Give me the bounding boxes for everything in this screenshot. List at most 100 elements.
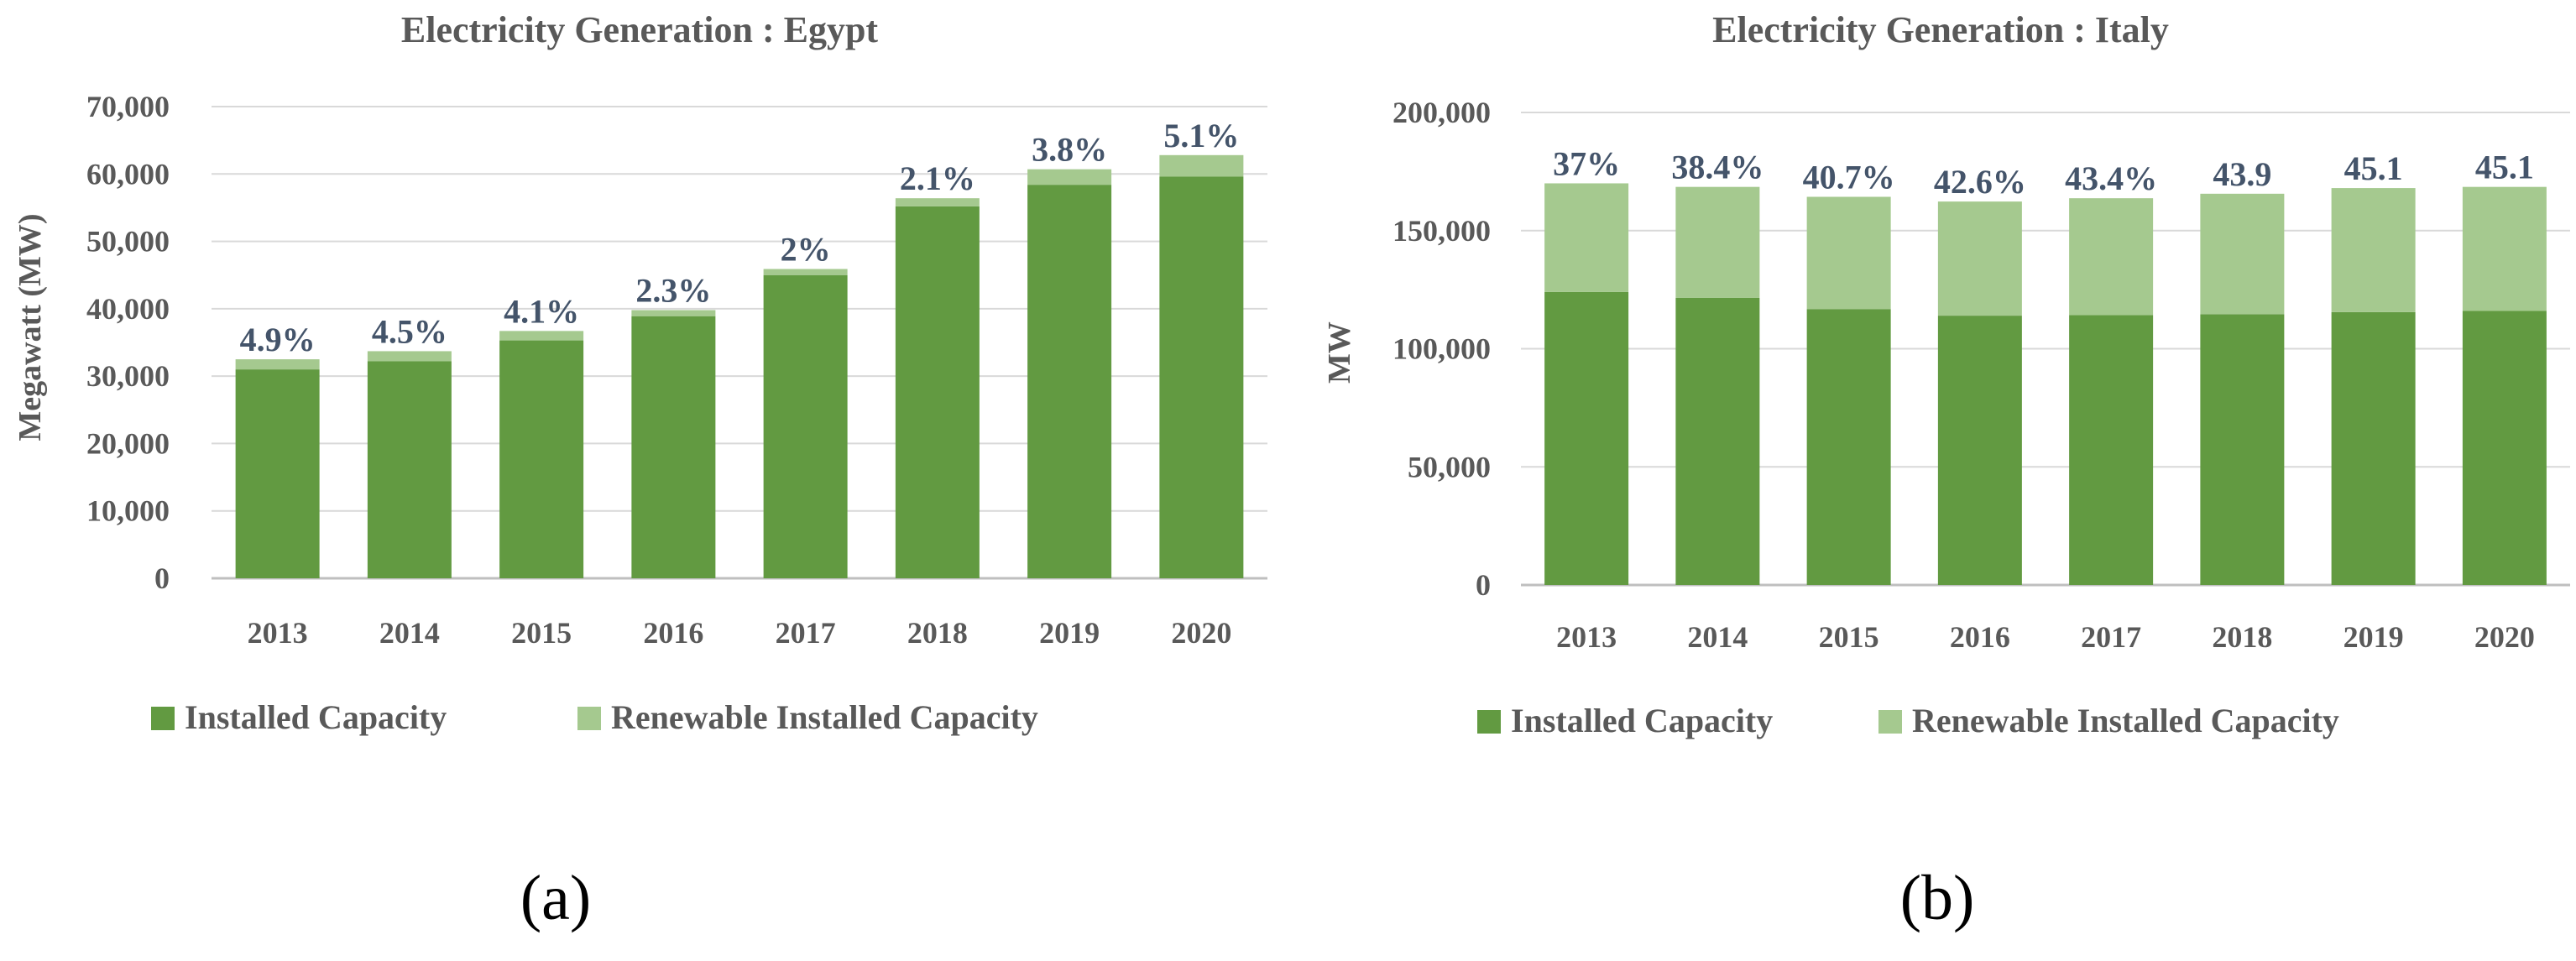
y-tick-label: 40,000 <box>86 292 170 326</box>
bar-installed-2018 <box>2200 314 2285 585</box>
x-tick-label: 2013 <box>1556 620 1617 654</box>
bar-installed-2020 <box>2462 311 2547 585</box>
y-tick-label: 10,000 <box>86 494 170 528</box>
bar-installed-2019 <box>1027 185 1112 579</box>
y-axis-label: Megawatt (MW) <box>13 213 48 441</box>
legend-swatch-installed <box>1477 710 1501 734</box>
bar-installed-2015 <box>499 340 584 578</box>
data-label-2017: 2% <box>781 230 831 268</box>
x-tick-label: 2015 <box>1819 620 1879 654</box>
data-label-2018: 2.1% <box>900 159 975 197</box>
y-tick-label: 50,000 <box>1408 450 1491 483</box>
data-label-layer: 37% 38.4% 40.7% 42.6% 43.4% 43.9 45.1 45.1 <box>1553 144 2534 201</box>
bar-renewable-2014 <box>367 351 452 362</box>
chart-title: Electricity Generation : Italy <box>1712 9 2169 50</box>
legend-label-renewable: Renewable Installed Capacity <box>1912 702 2339 739</box>
bar-renewable-2013 <box>235 359 320 370</box>
bar-installed-2018 <box>895 206 980 578</box>
y-tick-label: 0 <box>1476 568 1491 602</box>
data-label-2019: 3.8% <box>1032 131 1107 169</box>
y-tick-labels: 0 50,000 100,000 150,000 200,000 <box>1393 96 1491 602</box>
bar-layer <box>1544 183 2547 585</box>
y-tick-labels: 0 10,000 20,000 30,000 40,000 50,000 60,000 70,… <box>86 90 170 595</box>
bar-installed-2015 <box>1806 309 1891 585</box>
bar-installed-2014 <box>1675 297 1760 585</box>
x-tick-label: 2017 <box>2081 620 2141 654</box>
data-label-2014: 4.5% <box>372 312 447 350</box>
panel-label-b: (b) <box>1900 863 1975 933</box>
data-label-2020: 45.1 <box>2475 149 2534 186</box>
legend-swatch-renewable <box>1878 710 1902 734</box>
legend-swatch-installed <box>151 707 175 730</box>
chart-italy: Electricity Generation : Italy MW 0 50,00… <box>1322 9 2570 933</box>
legend-label-installed: Installed Capacity <box>1511 702 1773 739</box>
y-tick-label: 150,000 <box>1393 214 1491 248</box>
data-label-2013: 4.9% <box>240 321 316 358</box>
x-tick-label: 2019 <box>2343 620 2404 654</box>
legend: Installed Capacity Renewable Installed C… <box>1477 702 2339 739</box>
bar-renewable-2019 <box>2331 188 2416 312</box>
bar-installed-2013 <box>235 369 320 578</box>
y-axis-label: MW <box>1322 321 1357 384</box>
x-tick-label: 2015 <box>511 616 572 650</box>
y-tick-label: 0 <box>154 561 170 595</box>
bar-renewable-2019 <box>1027 169 1112 185</box>
x-tick-labels: 2013 2014 2015 2016 2017 2018 2019 2020 <box>1556 620 2535 654</box>
bar-installed-2019 <box>2331 311 2416 585</box>
data-label-2016: 42.6% <box>1934 163 2026 201</box>
bar-renewable-2020 <box>2462 186 2547 311</box>
bar-renewable-2018 <box>895 198 980 206</box>
bar-renewable-2016 <box>1937 201 2022 316</box>
y-tick-label: 70,000 <box>86 90 170 123</box>
bar-renewable-2017 <box>2069 198 2154 316</box>
x-tick-label: 2016 <box>643 616 703 650</box>
data-label-2019: 45.1 <box>2344 149 2403 187</box>
x-tick-label: 2020 <box>2474 620 2535 654</box>
y-tick-label: 30,000 <box>86 359 170 393</box>
y-tick-label: 100,000 <box>1393 332 1491 366</box>
data-label-2020: 5.1% <box>1163 117 1239 154</box>
x-tick-label: 2016 <box>1950 620 2010 654</box>
y-tick-label: 20,000 <box>86 426 170 460</box>
chart-egypt: Electricity Generation : Egypt Megawatt … <box>13 9 1267 933</box>
legend-swatch-renewable <box>577 707 601 730</box>
x-tick-label: 2014 <box>379 616 440 650</box>
bar-renewable-2014 <box>1675 186 1760 298</box>
y-tick-label: 200,000 <box>1393 96 1491 129</box>
x-tick-label: 2018 <box>907 616 968 650</box>
data-label-2016: 2.3% <box>635 271 711 309</box>
bar-renewable-2018 <box>2200 193 2285 315</box>
bar-installed-2013 <box>1544 291 1629 585</box>
bar-renewable-2020 <box>1159 154 1244 177</box>
bar-installed-2016 <box>1937 316 2022 585</box>
legend-label-renewable: Renewable Installed Capacity <box>611 698 1038 736</box>
bar-installed-2016 <box>631 316 716 578</box>
bar-installed-2017 <box>763 274 848 578</box>
bar-installed-2020 <box>1159 176 1244 579</box>
chart-title: Electricity Generation : Egypt <box>401 9 879 50</box>
data-label-layer: 4.9% 4.5% 4.1% 2.3% 2% 2.1% 3.8% 5.1% <box>240 117 1240 358</box>
bar-layer <box>235 154 1244 579</box>
legend: Installed Capacity Renewable Installed C… <box>151 698 1038 736</box>
data-label-2017: 43.4% <box>2065 159 2157 197</box>
bar-renewable-2013 <box>1544 183 1629 292</box>
x-tick-label: 2013 <box>248 616 308 650</box>
x-tick-label: 2020 <box>1171 616 1231 650</box>
bar-installed-2014 <box>367 361 452 578</box>
data-label-2014: 38.4% <box>1671 149 1763 186</box>
bar-renewable-2015 <box>499 331 584 341</box>
bar-installed-2017 <box>2069 315 2154 585</box>
x-tick-label: 2017 <box>776 616 836 650</box>
data-label-2018: 43.9 <box>2213 155 2271 193</box>
bar-renewable-2016 <box>631 310 716 316</box>
y-tick-label: 50,000 <box>86 225 170 259</box>
data-label-2015: 4.1% <box>504 292 579 330</box>
x-tick-label: 2014 <box>1687 620 1748 654</box>
x-tick-label: 2018 <box>2212 620 2272 654</box>
bar-renewable-2017 <box>763 269 848 275</box>
panel-label-a: (a) <box>520 863 591 933</box>
bar-renewable-2015 <box>1806 196 1891 310</box>
legend-label-installed: Installed Capacity <box>185 698 447 736</box>
x-tick-labels: 2013 2014 2015 2016 2017 2018 2019 2020 <box>248 616 1232 650</box>
